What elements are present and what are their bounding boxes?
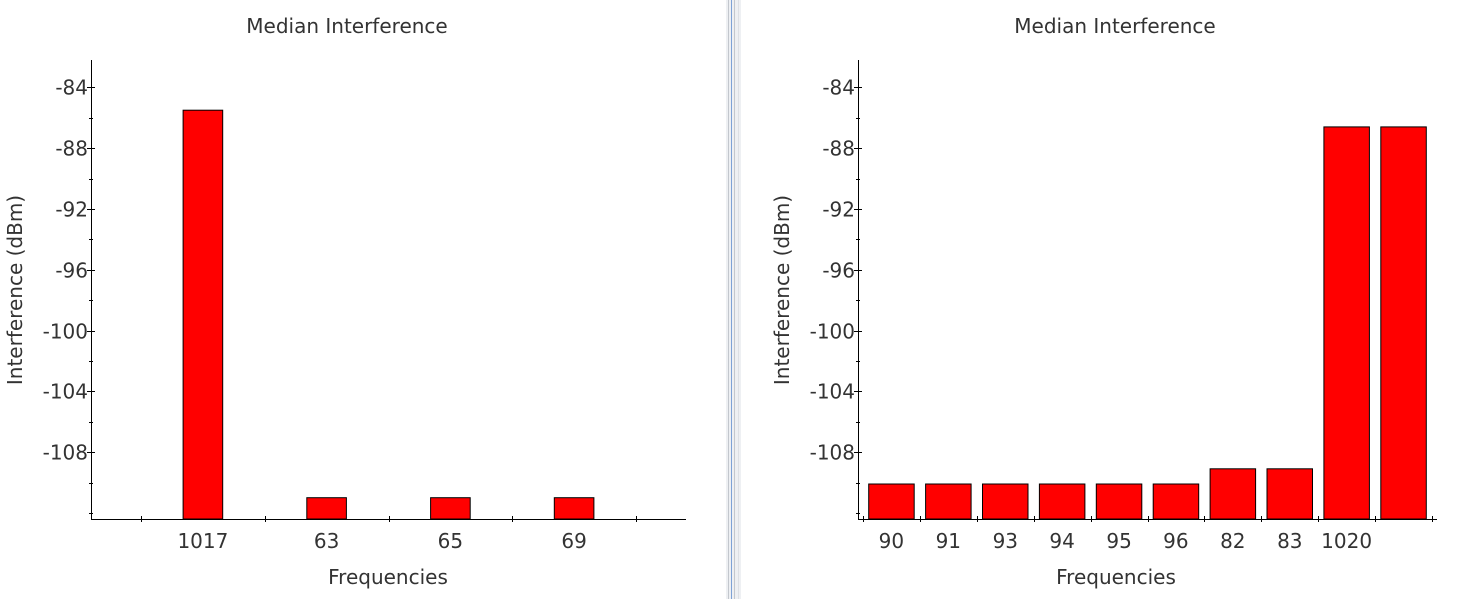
- y-tick-label: -104: [810, 380, 855, 404]
- panel-splitter[interactable]: [726, 0, 741, 599]
- x-tick-label: 93: [993, 529, 1018, 553]
- splitter-line: [738, 0, 739, 599]
- x-tick-label: 90: [879, 529, 904, 553]
- x-tick-label: 69: [561, 529, 586, 553]
- chart-left: Median Interference Frequencies Interfer…: [0, 0, 726, 599]
- y-tick-label: -88: [822, 137, 855, 161]
- y-tick-label: -100: [43, 320, 88, 344]
- x-tick-label: 1020: [1321, 529, 1372, 553]
- bar: [1095, 483, 1143, 520]
- bar: [553, 497, 595, 520]
- y-tick-label: -96: [822, 259, 855, 283]
- bar: [925, 483, 972, 520]
- splitter-line: [731, 0, 732, 599]
- y-tick-label: -108: [43, 441, 88, 465]
- x-tick-label: 83: [1277, 529, 1302, 553]
- chart-left-svg: Median Interference Frequencies Interfer…: [3, 14, 686, 589]
- y-tick-label: -92: [55, 198, 88, 222]
- y-tick-label: -108: [810, 441, 855, 465]
- bar: [1209, 468, 1257, 520]
- y-tick-label: -88: [55, 137, 88, 161]
- bar: [868, 483, 915, 520]
- bar: [1038, 483, 1086, 520]
- x-tick-label: 95: [1106, 529, 1131, 553]
- y-axis-label: Interference (dBm): [770, 195, 794, 385]
- y-tick-label: -92: [822, 198, 855, 222]
- bar: [1323, 126, 1370, 520]
- bar: [430, 497, 471, 520]
- x-tick-label: 94: [1049, 529, 1074, 553]
- chart-right: Median Interference Frequencies Interfer…: [741, 0, 1472, 599]
- bar: [306, 497, 347, 520]
- y-tick-label: -100: [810, 320, 855, 344]
- bar: [182, 109, 224, 520]
- y-tick-label: -84: [822, 76, 855, 100]
- x-tick-label: 1017: [177, 529, 228, 553]
- y-tick-label: -104: [43, 380, 88, 404]
- chart-right-svg: Median Interference Frequencies Interfer…: [770, 14, 1437, 589]
- x-tick-label: 96: [1163, 529, 1188, 553]
- x-tick-label: 63: [314, 529, 339, 553]
- chart-title: Median Interference: [1014, 14, 1215, 38]
- x-tick-label: 65: [438, 529, 463, 553]
- y-tick-label: -96: [55, 259, 88, 283]
- bar: [1380, 126, 1427, 520]
- x-axis-label: Frequencies: [328, 565, 448, 589]
- x-tick-label: 91: [936, 529, 961, 553]
- splitter-line: [728, 0, 729, 599]
- chart-title: Median Interference: [246, 14, 447, 38]
- y-tick-label: -84: [55, 76, 88, 100]
- bar: [1266, 468, 1313, 520]
- bar: [982, 483, 1029, 520]
- x-tick-label: 82: [1220, 529, 1245, 553]
- splitter-line: [734, 0, 735, 599]
- bar: [1152, 483, 1200, 520]
- y-axis-label: Interference (dBm): [3, 195, 27, 385]
- x-axis-label: Frequencies: [1056, 565, 1176, 589]
